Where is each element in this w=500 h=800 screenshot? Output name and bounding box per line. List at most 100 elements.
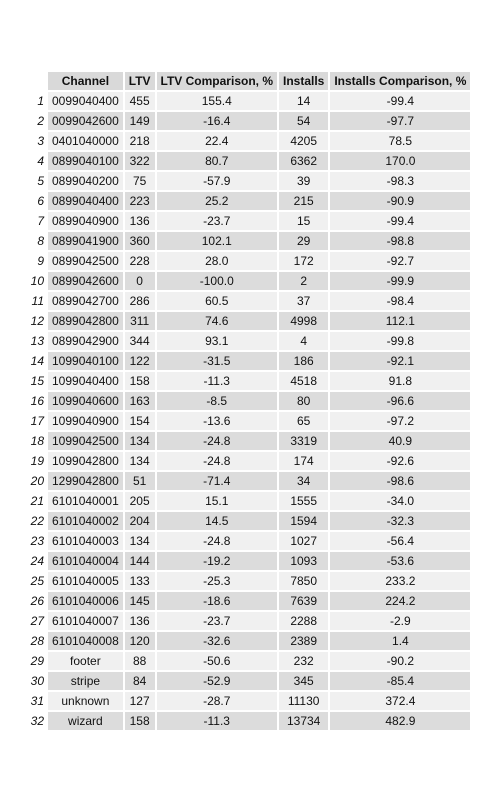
table-row: 19 1099042800 134 -24.8 174 -92.6	[30, 452, 471, 470]
cell-installs-comparison: -34.0	[330, 492, 471, 510]
cell-installs: 29	[278, 232, 329, 250]
cell-ltv: 154	[124, 412, 155, 430]
table-row: 12 0899042800 311 74.6 4998 112.1	[30, 312, 471, 330]
cell-installs: 4518	[278, 372, 329, 390]
cell-ltv: 455	[124, 92, 155, 110]
cell-ltv-comparison: -100.0	[156, 272, 277, 290]
cell-installs: 174	[278, 452, 329, 470]
header-row: Channel LTV LTV Comparison, % Installs I…	[30, 72, 471, 90]
cell-channel: 0899041900	[48, 232, 123, 250]
cell-installs-comparison: -98.4	[330, 292, 471, 310]
cell-installs-comparison: -99.4	[330, 212, 471, 230]
cell-channel: 0899042800	[48, 312, 123, 330]
cell-ltv-comparison: -16.4	[156, 112, 277, 130]
cell-ltv: 158	[124, 372, 155, 390]
row-index: 20	[30, 472, 46, 490]
cell-installs: 34	[278, 472, 329, 490]
row-index: 10	[30, 272, 46, 290]
cell-ltv-comparison: -24.8	[156, 432, 277, 450]
cell-channel: 6101040005	[48, 572, 123, 590]
cell-channel: 0899042500	[48, 252, 123, 270]
cell-installs: 7850	[278, 572, 329, 590]
cell-ltv-comparison: -19.2	[156, 552, 277, 570]
table-row: 23 6101040003 134 -24.8 1027 -56.4	[30, 532, 471, 550]
cell-channel: 6101040001	[48, 492, 123, 510]
cell-ltv-comparison: -11.3	[156, 372, 277, 390]
cell-installs-comparison: -92.6	[330, 452, 471, 470]
row-index: 26	[30, 592, 46, 610]
cell-channel: 1099040600	[48, 392, 123, 410]
row-index: 29	[30, 652, 46, 670]
cell-ltv: 360	[124, 232, 155, 250]
table-header: Channel LTV LTV Comparison, % Installs I…	[30, 72, 471, 90]
cell-channel: 0899042700	[48, 292, 123, 310]
cell-ltv: 144	[124, 552, 155, 570]
cell-installs: 15	[278, 212, 329, 230]
cell-channel: 1099040900	[48, 412, 123, 430]
table-row: 2 0099042600 149 -16.4 54 -97.7	[30, 112, 471, 130]
cell-installs: 7639	[278, 592, 329, 610]
cell-installs: 80	[278, 392, 329, 410]
row-index: 12	[30, 312, 46, 330]
cell-channel: 6101040006	[48, 592, 123, 610]
cell-ltv-comparison: -23.7	[156, 612, 277, 630]
cell-ltv-comparison: -57.9	[156, 172, 277, 190]
cell-installs: 6362	[278, 152, 329, 170]
cell-installs-comparison: -97.2	[330, 412, 471, 430]
table-row: 27 6101040007 136 -23.7 2288 -2.9	[30, 612, 471, 630]
row-index: 30	[30, 672, 46, 690]
cell-installs: 172	[278, 252, 329, 270]
cell-ltv: 75	[124, 172, 155, 190]
cell-installs: 1555	[278, 492, 329, 510]
cell-channel: 0899040900	[48, 212, 123, 230]
cell-ltv-comparison: 155.4	[156, 92, 277, 110]
table-row: 30 stripe 84 -52.9 345 -85.4	[30, 672, 471, 690]
table-row: 4 0899040100 322 80.7 6362 170.0	[30, 152, 471, 170]
cell-ltv: 136	[124, 612, 155, 630]
cell-installs-comparison: -99.9	[330, 272, 471, 290]
cell-ltv-comparison: 74.6	[156, 312, 277, 330]
table-row: 7 0899040900 136 -23.7 15 -99.4	[30, 212, 471, 230]
cell-channel: unknown	[48, 692, 123, 710]
table-row: 22 6101040002 204 14.5 1594 -32.3	[30, 512, 471, 530]
table-row: 25 6101040005 133 -25.3 7850 233.2	[30, 572, 471, 590]
cell-channel: 0099040400	[48, 92, 123, 110]
cell-ltv-comparison: -50.6	[156, 652, 277, 670]
cell-ltv-comparison: -8.5	[156, 392, 277, 410]
cell-channel: 1099040100	[48, 352, 123, 370]
cell-ltv-comparison: 80.7	[156, 152, 277, 170]
cell-channel: wizard	[48, 712, 123, 730]
cell-ltv-comparison: -52.9	[156, 672, 277, 690]
cell-ltv-comparison: 15.1	[156, 492, 277, 510]
row-index: 17	[30, 412, 46, 430]
cell-installs: 186	[278, 352, 329, 370]
row-index: 23	[30, 532, 46, 550]
cell-channel: 0899042600	[48, 272, 123, 290]
cell-ltv: 84	[124, 672, 155, 690]
table-row: 18 1099042500 134 -24.8 3319 40.9	[30, 432, 471, 450]
cell-ltv-comparison: -28.7	[156, 692, 277, 710]
cell-ltv: 145	[124, 592, 155, 610]
cell-installs: 2288	[278, 612, 329, 630]
row-index: 4	[30, 152, 46, 170]
table-row: 32 wizard 158 -11.3 13734 482.9	[30, 712, 471, 730]
table-row: 6 0899040400 223 25.2 215 -90.9	[30, 192, 471, 210]
cell-ltv: 149	[124, 112, 155, 130]
cell-ltv: 134	[124, 452, 155, 470]
cell-installs: 232	[278, 652, 329, 670]
table-row: 31 unknown 127 -28.7 11130 372.4	[30, 692, 471, 710]
cell-ltv: 228	[124, 252, 155, 270]
header-installs-comparison: Installs Comparison, %	[330, 72, 471, 90]
channel-ltv-table: Channel LTV LTV Comparison, % Installs I…	[28, 70, 472, 732]
cell-installs-comparison: 372.4	[330, 692, 471, 710]
cell-channel: 6101040002	[48, 512, 123, 530]
cell-installs: 2389	[278, 632, 329, 650]
cell-installs-comparison: -32.3	[330, 512, 471, 530]
cell-installs: 1093	[278, 552, 329, 570]
cell-channel: 1099042500	[48, 432, 123, 450]
cell-ltv: 127	[124, 692, 155, 710]
cell-ltv: 0	[124, 272, 155, 290]
cell-installs: 14	[278, 92, 329, 110]
cell-channel: 0899040100	[48, 152, 123, 170]
cell-installs-comparison: 482.9	[330, 712, 471, 730]
